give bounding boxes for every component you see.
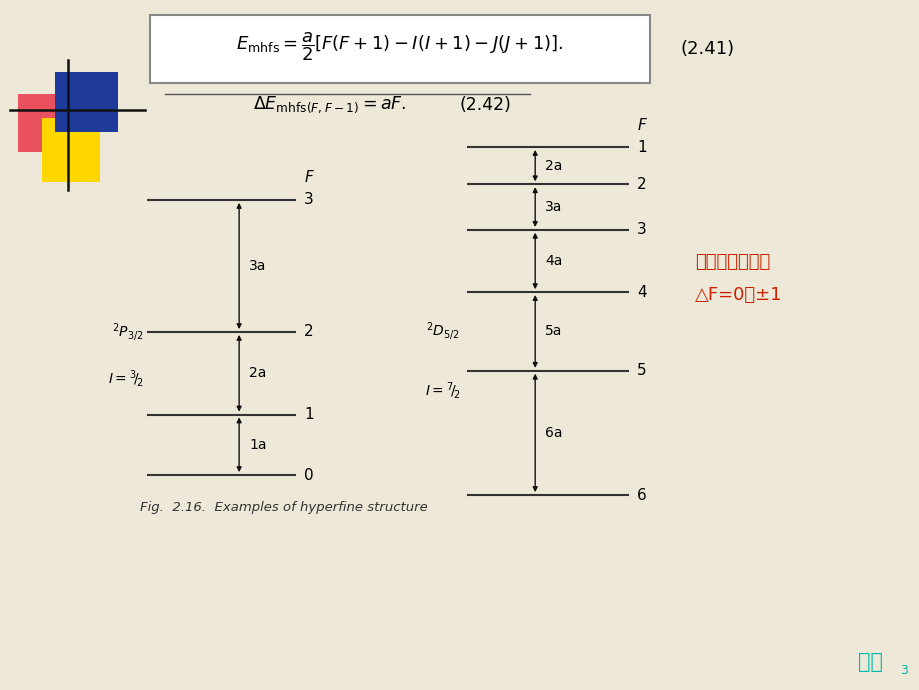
- Text: Fig.  2.16.  Examples of hyperfine structure: Fig. 2.16. Examples of hyperfine structu…: [140, 502, 427, 515]
- Text: 5: 5: [637, 363, 646, 378]
- Text: $E_{\mathrm{mhfs}} = \dfrac{a}{2}[F(F+1) - I(I+1) - J(J+1)].$: $E_{\mathrm{mhfs}} = \dfrac{a}{2}[F(F+1)…: [236, 30, 563, 63]
- Polygon shape: [18, 94, 78, 152]
- Text: 2a: 2a: [545, 159, 562, 172]
- Text: $^{2}P_{3/2}$: $^{2}P_{3/2}$: [111, 322, 142, 343]
- Text: $I = {^3\!/\!_2}$: $I = {^3\!/\!_2}$: [108, 368, 142, 389]
- Text: (2.41): (2.41): [680, 40, 734, 58]
- Text: 3: 3: [304, 193, 313, 208]
- Text: F: F: [304, 170, 313, 186]
- Text: 3: 3: [637, 222, 646, 237]
- Text: 4a: 4a: [545, 254, 562, 268]
- Polygon shape: [42, 118, 100, 182]
- Text: $\Delta E_{\mathrm{mhfs}(F,F-1)} = aF.$: $\Delta E_{\mathrm{mhfs}(F,F-1)} = aF.$: [253, 95, 406, 115]
- Text: (2.42): (2.42): [459, 96, 510, 114]
- Text: 3a: 3a: [249, 259, 267, 273]
- Text: 6: 6: [637, 488, 646, 502]
- Text: 3: 3: [899, 664, 907, 676]
- Text: 1a: 1a: [249, 437, 267, 452]
- Text: 2: 2: [304, 324, 313, 339]
- Text: 2: 2: [637, 177, 646, 192]
- Text: 0: 0: [304, 468, 313, 482]
- Text: 回顾: 回顾: [857, 652, 882, 672]
- Bar: [150, 15, 650, 83]
- Text: 3a: 3a: [545, 200, 562, 214]
- Text: $^{2}D_{5/2}$: $^{2}D_{5/2}$: [425, 321, 460, 342]
- Text: 1: 1: [304, 407, 313, 422]
- Text: F: F: [637, 117, 646, 132]
- Text: 2a: 2a: [249, 366, 267, 380]
- Text: $I = {^7\!/\!_2}$: $I = {^7\!/\!_2}$: [425, 380, 460, 401]
- Text: △F=0，±1: △F=0，±1: [694, 286, 782, 304]
- Text: 4: 4: [637, 284, 646, 299]
- Text: 跳迁选择定则：: 跳迁选择定则：: [694, 253, 769, 271]
- Polygon shape: [55, 72, 118, 132]
- Text: 1: 1: [637, 139, 646, 155]
- Text: 5a: 5a: [545, 324, 562, 338]
- Text: 6a: 6a: [545, 426, 562, 440]
